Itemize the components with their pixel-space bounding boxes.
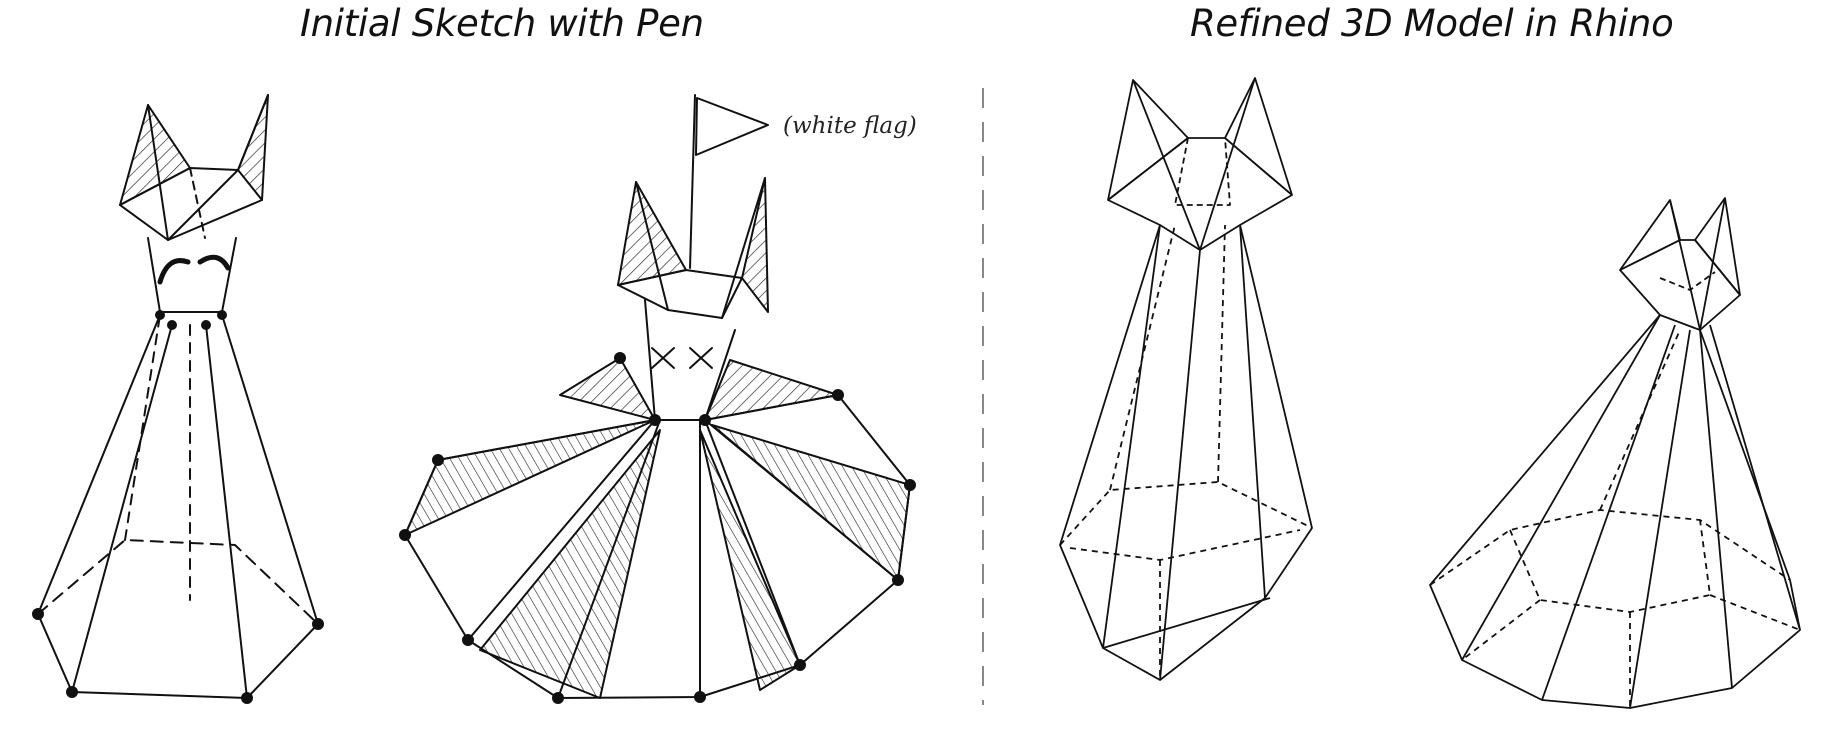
sketch-flared-figure (399, 94, 916, 704)
flag-pole (689, 94, 696, 269)
flag (695, 97, 769, 156)
sketch-tall-figure (32, 94, 324, 704)
title-initial-sketch: Initial Sketch with Pen (300, 2, 704, 45)
model-tall-figure (1059, 77, 1313, 681)
model-flared-figure (1429, 197, 1801, 709)
title-refined-model: Refined 3D Model in Rhino (1190, 2, 1674, 45)
flag-annotation: (white flag) (783, 113, 917, 139)
